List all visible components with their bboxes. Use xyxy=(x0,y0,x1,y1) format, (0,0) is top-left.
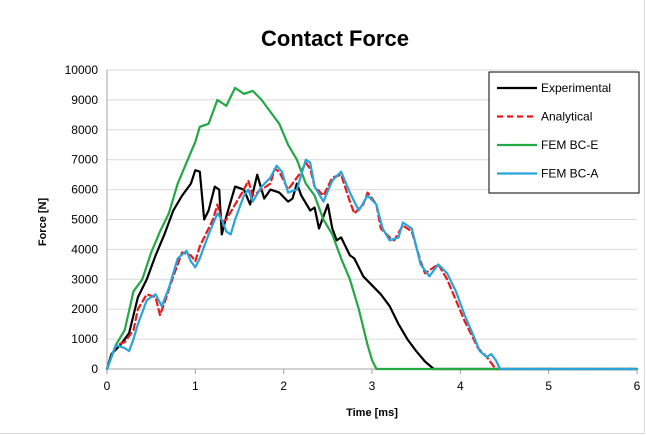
y-tick-label: 0 xyxy=(91,362,98,376)
chart-title: Contact Force xyxy=(261,26,409,51)
y-tick-label: 8000 xyxy=(71,123,98,137)
y-tick-label: 3000 xyxy=(71,272,98,286)
y-tick-label: 1000 xyxy=(71,332,98,346)
series-line-fem-bc-e xyxy=(105,86,639,371)
y-tick-label: 9000 xyxy=(71,93,98,107)
y-axis-label: Force [N] xyxy=(37,198,49,247)
series-line-analytical xyxy=(105,161,639,371)
series-lines xyxy=(105,86,639,371)
y-tick-label: 5000 xyxy=(71,213,98,227)
legend-label: Experimental xyxy=(541,81,611,95)
y-tick-label: 7000 xyxy=(71,153,98,167)
y-tick-label: 6000 xyxy=(71,183,98,197)
y-tick-label: 2000 xyxy=(71,302,98,316)
y-tick-label: 4000 xyxy=(71,242,98,256)
legend-label: FEM BC-E xyxy=(541,138,598,152)
tick-labels: 0 1000 2000 3000 4000 5000 6000 7000 8000 9000 100… xyxy=(65,63,641,393)
x-tick-label: 4 xyxy=(457,379,464,393)
series-line-fem-bc-a xyxy=(105,158,639,371)
x-tick-label: 3 xyxy=(369,379,376,393)
y-tick-label: 10000 xyxy=(65,63,99,77)
series-line-experimental xyxy=(105,169,639,371)
x-tick-label: 0 xyxy=(104,379,111,393)
x-axis-label: Time [ms] xyxy=(346,407,398,419)
legend-label: Analytical xyxy=(541,110,592,124)
x-tick-label: 1 xyxy=(192,379,199,393)
legend-label: FEM BC-A xyxy=(541,167,598,181)
x-tick-label: 2 xyxy=(280,379,287,393)
x-tick-label: 6 xyxy=(634,379,641,393)
x-tick-label: 5 xyxy=(545,379,552,393)
legend: Experimental Analytical FEM BC-E FEM BC-A xyxy=(488,71,640,194)
